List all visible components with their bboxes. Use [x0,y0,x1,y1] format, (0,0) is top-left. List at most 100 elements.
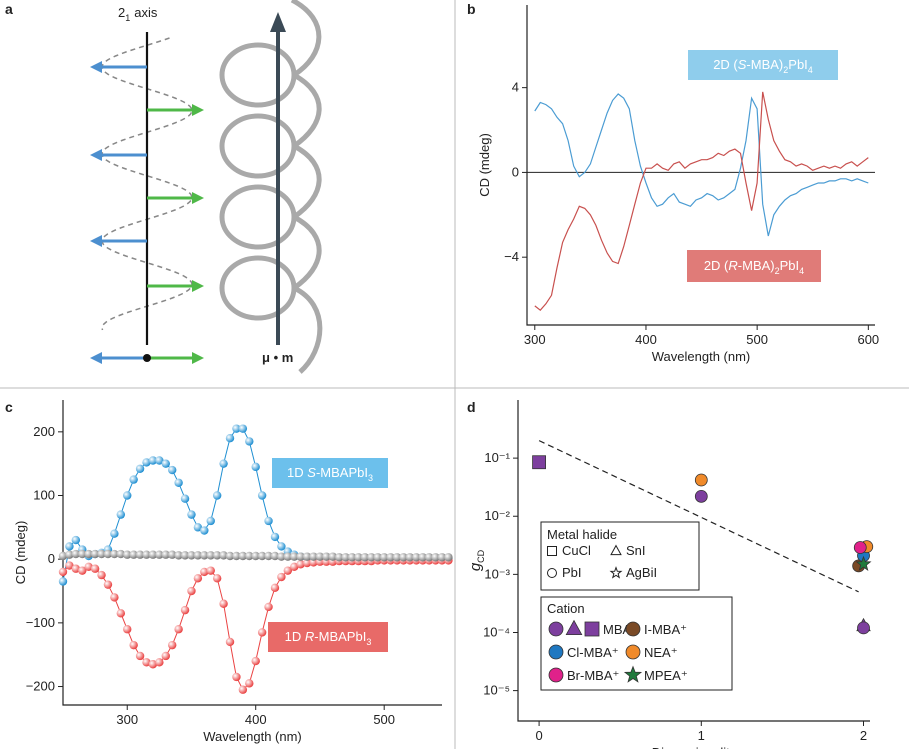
helix-loop [219,184,297,250]
marker [283,566,293,575]
marker [84,549,93,559]
label-part: 2D ( [704,258,729,273]
marker [257,628,267,637]
label-part: 4 [799,266,804,276]
marker [335,553,344,562]
label-part: 3 [368,473,373,483]
marker [251,462,260,472]
marker [58,567,68,577]
marker [103,580,113,589]
marker [405,553,415,562]
arrowhead [192,280,204,292]
marker [129,640,138,650]
label-part: 2D ( [713,57,738,72]
marker [142,550,151,559]
legend-label: Cl-MBA⁺ [567,645,619,660]
x-tick-label: 400 [245,712,267,727]
marker [424,553,434,562]
marker [97,570,106,580]
series-label: 1D R-MBAPbI3 [285,629,372,647]
legend-shape [609,566,623,579]
marker [142,458,151,467]
marker [193,523,203,532]
x-tick-label: 300 [116,712,138,727]
marker [379,553,389,562]
marker [212,491,222,500]
marker [180,605,190,615]
legend-marker [548,667,564,683]
axis-label-part: 1 [125,13,130,23]
marker [84,562,93,572]
series-line [62,560,449,691]
y-tick-label: 10⁻⁴ [483,624,510,639]
legend-marker [565,619,583,635]
legend-label: I-MBA⁺ [644,622,687,637]
panel-label: d [467,399,476,415]
label-part: g [467,562,484,571]
marker [418,553,427,562]
legend-label: CuCl [562,543,591,558]
marker [110,529,119,538]
marker [277,542,286,551]
marker [373,553,382,562]
point [694,489,708,503]
marker [148,550,158,559]
marker [206,551,215,560]
marker [245,551,254,561]
label-part: PbI [788,57,808,72]
marker [200,567,209,577]
marker [367,553,376,562]
marker [71,549,81,559]
marker [129,550,138,559]
label-part: -MBA) [738,258,775,273]
series-label: 2D (R-MBA)2PbI4 [704,258,804,276]
marker [322,552,331,561]
marker [116,609,126,618]
marker [392,553,402,562]
point [694,473,708,487]
marker [264,551,273,561]
marker [155,550,164,559]
label-part: S [738,57,747,72]
label-part: -MBA) [746,57,783,72]
marker [251,656,260,666]
marker [232,672,241,682]
point [853,541,867,554]
marker [65,550,74,559]
marker [116,510,126,519]
x-axis-label: Dimensionality [652,745,737,749]
y-tick-label: 10⁻⁵ [483,683,510,698]
diagram: a 21 axis μ • m [5,0,323,374]
y-axis-label: CD (mdeg) [477,133,492,197]
legend-marker [623,665,643,683]
axis-label-part: axis [134,5,158,20]
marker [187,586,196,596]
marker [219,551,228,560]
legend-marker [548,644,564,660]
legend-label: MPEA⁺ [644,668,688,683]
y-tick-label: −200 [26,679,55,694]
marker [238,424,248,433]
marker [193,551,203,560]
legend-marker [625,621,641,637]
helix-loop [219,113,297,179]
axes [517,400,870,722]
x-axis-label: Wavelength (nm) [203,729,302,744]
marker [129,475,138,484]
wave [101,37,193,331]
label-part: R [305,629,314,644]
helix [219,0,323,374]
arrowhead [192,352,204,364]
marker [277,572,286,582]
x-tick-label: 500 [373,712,395,727]
legend-marker [625,644,641,660]
dot [143,354,151,362]
series-label-box [272,458,388,488]
legend-marker [548,621,564,637]
marker [65,542,74,551]
marker [264,516,273,526]
marker [270,551,280,561]
marker [71,535,81,545]
marker [296,560,305,569]
